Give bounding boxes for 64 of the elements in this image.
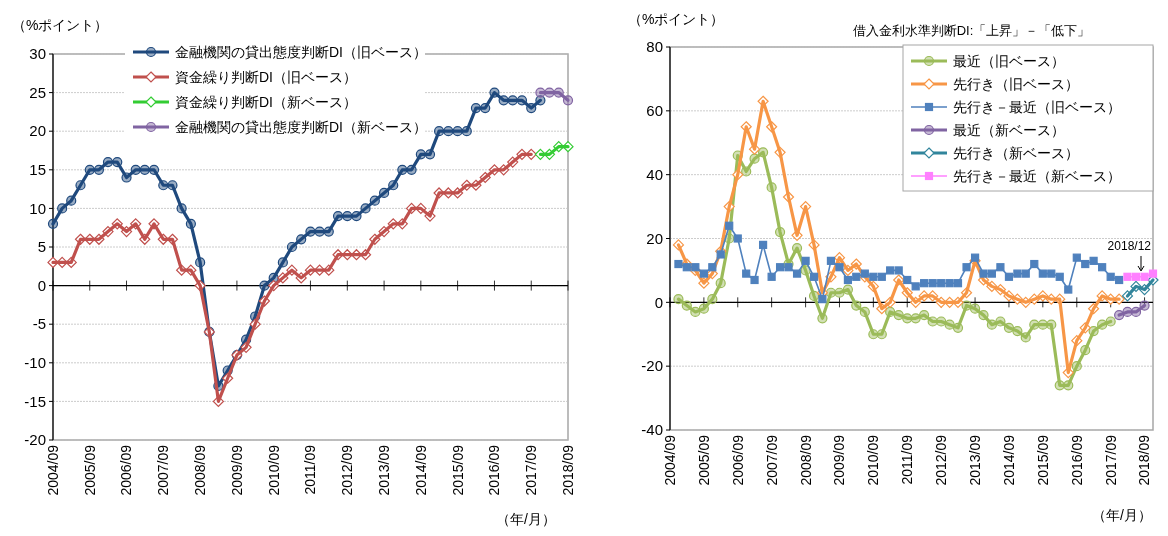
x-tick-label: 2004/09 (44, 444, 61, 496)
legend-label: 最近（新ベース） (953, 121, 1065, 138)
x-tick-label: 2006/09 (118, 444, 135, 496)
legend-label: 先行き（新ベース） (953, 144, 1079, 161)
y-tick-label: 25 (29, 83, 46, 101)
y-tick-label: 30 (29, 45, 46, 63)
legend-label: 最近（旧ベース） (953, 52, 1065, 69)
legend-label: 金融機関の貸出態度判断DI（旧ベース） (175, 43, 427, 60)
x-tick-label: 2007/09 (155, 444, 172, 496)
y-tick-label: -10 (24, 354, 46, 372)
x-tick-label: 2011/09 (302, 444, 319, 495)
y-tick-label: 10 (29, 199, 46, 217)
x-tick-label: 2010/09 (265, 444, 282, 496)
legend-label: 資金繰り判断DI（新ベース） (175, 93, 357, 110)
x-tick-label: 2014/09 (1000, 434, 1017, 486)
legend-label: 資金繰り判断DI（旧ベース） (175, 68, 357, 85)
legend-label: 先行き（旧ベース） (953, 75, 1079, 92)
x-tick-label: 2015/09 (1034, 434, 1051, 486)
y-tick-label: 5 (37, 238, 46, 256)
x-tick-label: 2012/09 (339, 444, 356, 496)
x-tick-label: 2006/09 (729, 434, 746, 486)
y-tick-label: 20 (29, 122, 46, 140)
y-tick-label: 0 (654, 293, 663, 311)
x-tick-label: 2004/09 (661, 434, 678, 486)
x-tick-label: 2012/09 (933, 434, 950, 486)
x-tick-label: 2011/09 (899, 434, 916, 485)
y-tick-label: -15 (24, 392, 46, 410)
y-tick-label: -20 (641, 357, 663, 375)
y-tick-label: 60 (646, 102, 663, 120)
y-tick-label: 0 (37, 276, 46, 294)
x-tick-label: 2005/09 (695, 434, 712, 486)
x-tick-label: 2010/09 (865, 434, 882, 486)
chart-title: 借入金利水準判断DI:「上昇」－「低下」 (852, 23, 1091, 38)
x-tick-label: 2014/09 (412, 444, 429, 496)
x-tick-label: 2016/09 (1068, 434, 1085, 486)
y-tick-label: -40 (641, 421, 663, 439)
y-tick-label: -20 (24, 431, 46, 449)
y-tick-label: 20 (646, 229, 663, 247)
y-tick-label: 40 (646, 165, 663, 183)
x-tick-label: 2013/09 (375, 444, 392, 496)
x-axis-title: （年/月） (1092, 507, 1152, 523)
x-tick-label: 2018/09 (1136, 434, 1153, 486)
x-tick-label: 2013/09 (966, 434, 983, 486)
y-axis-title: （%ポイント） (628, 11, 725, 27)
x-tick-label: 2016/09 (486, 444, 503, 496)
x-tick-label: 2008/09 (192, 444, 209, 496)
legend-label: 金融機関の貸出態度判断DI（新ベース） (175, 118, 427, 135)
x-tick-label: 2009/09 (831, 434, 848, 486)
x-axis-title: （年/月） (496, 511, 556, 527)
y-tick-label: -5 (32, 315, 46, 333)
x-tick-label: 2017/09 (1102, 434, 1119, 486)
x-tick-label: 2015/09 (449, 444, 466, 496)
annotation: 2018/12 (1107, 238, 1152, 253)
legend-label: 先行き－最近（新ベース） (953, 167, 1121, 184)
x-tick-label: 2017/09 (523, 444, 540, 496)
x-tick-label: 2009/09 (228, 444, 245, 496)
y-tick-label: 80 (646, 38, 663, 56)
x-tick-label: 2007/09 (763, 434, 780, 486)
y-tick-label: 15 (29, 161, 46, 179)
y-axis-title: （%ポイント） (12, 17, 109, 33)
legend-label: 先行き－最近（旧ベース） (953, 98, 1121, 115)
x-tick-label: 2018/09 (559, 444, 576, 496)
x-tick-label: 2005/09 (81, 444, 98, 496)
x-tick-label: 2008/09 (797, 434, 814, 486)
